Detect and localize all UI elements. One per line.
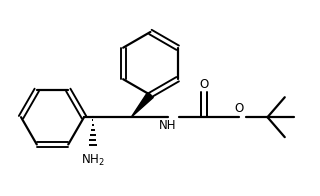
Polygon shape: [131, 93, 153, 117]
Text: NH$_2$: NH$_2$: [81, 152, 105, 168]
Text: O: O: [199, 78, 209, 92]
Text: NH: NH: [159, 119, 176, 132]
Text: O: O: [234, 102, 243, 115]
